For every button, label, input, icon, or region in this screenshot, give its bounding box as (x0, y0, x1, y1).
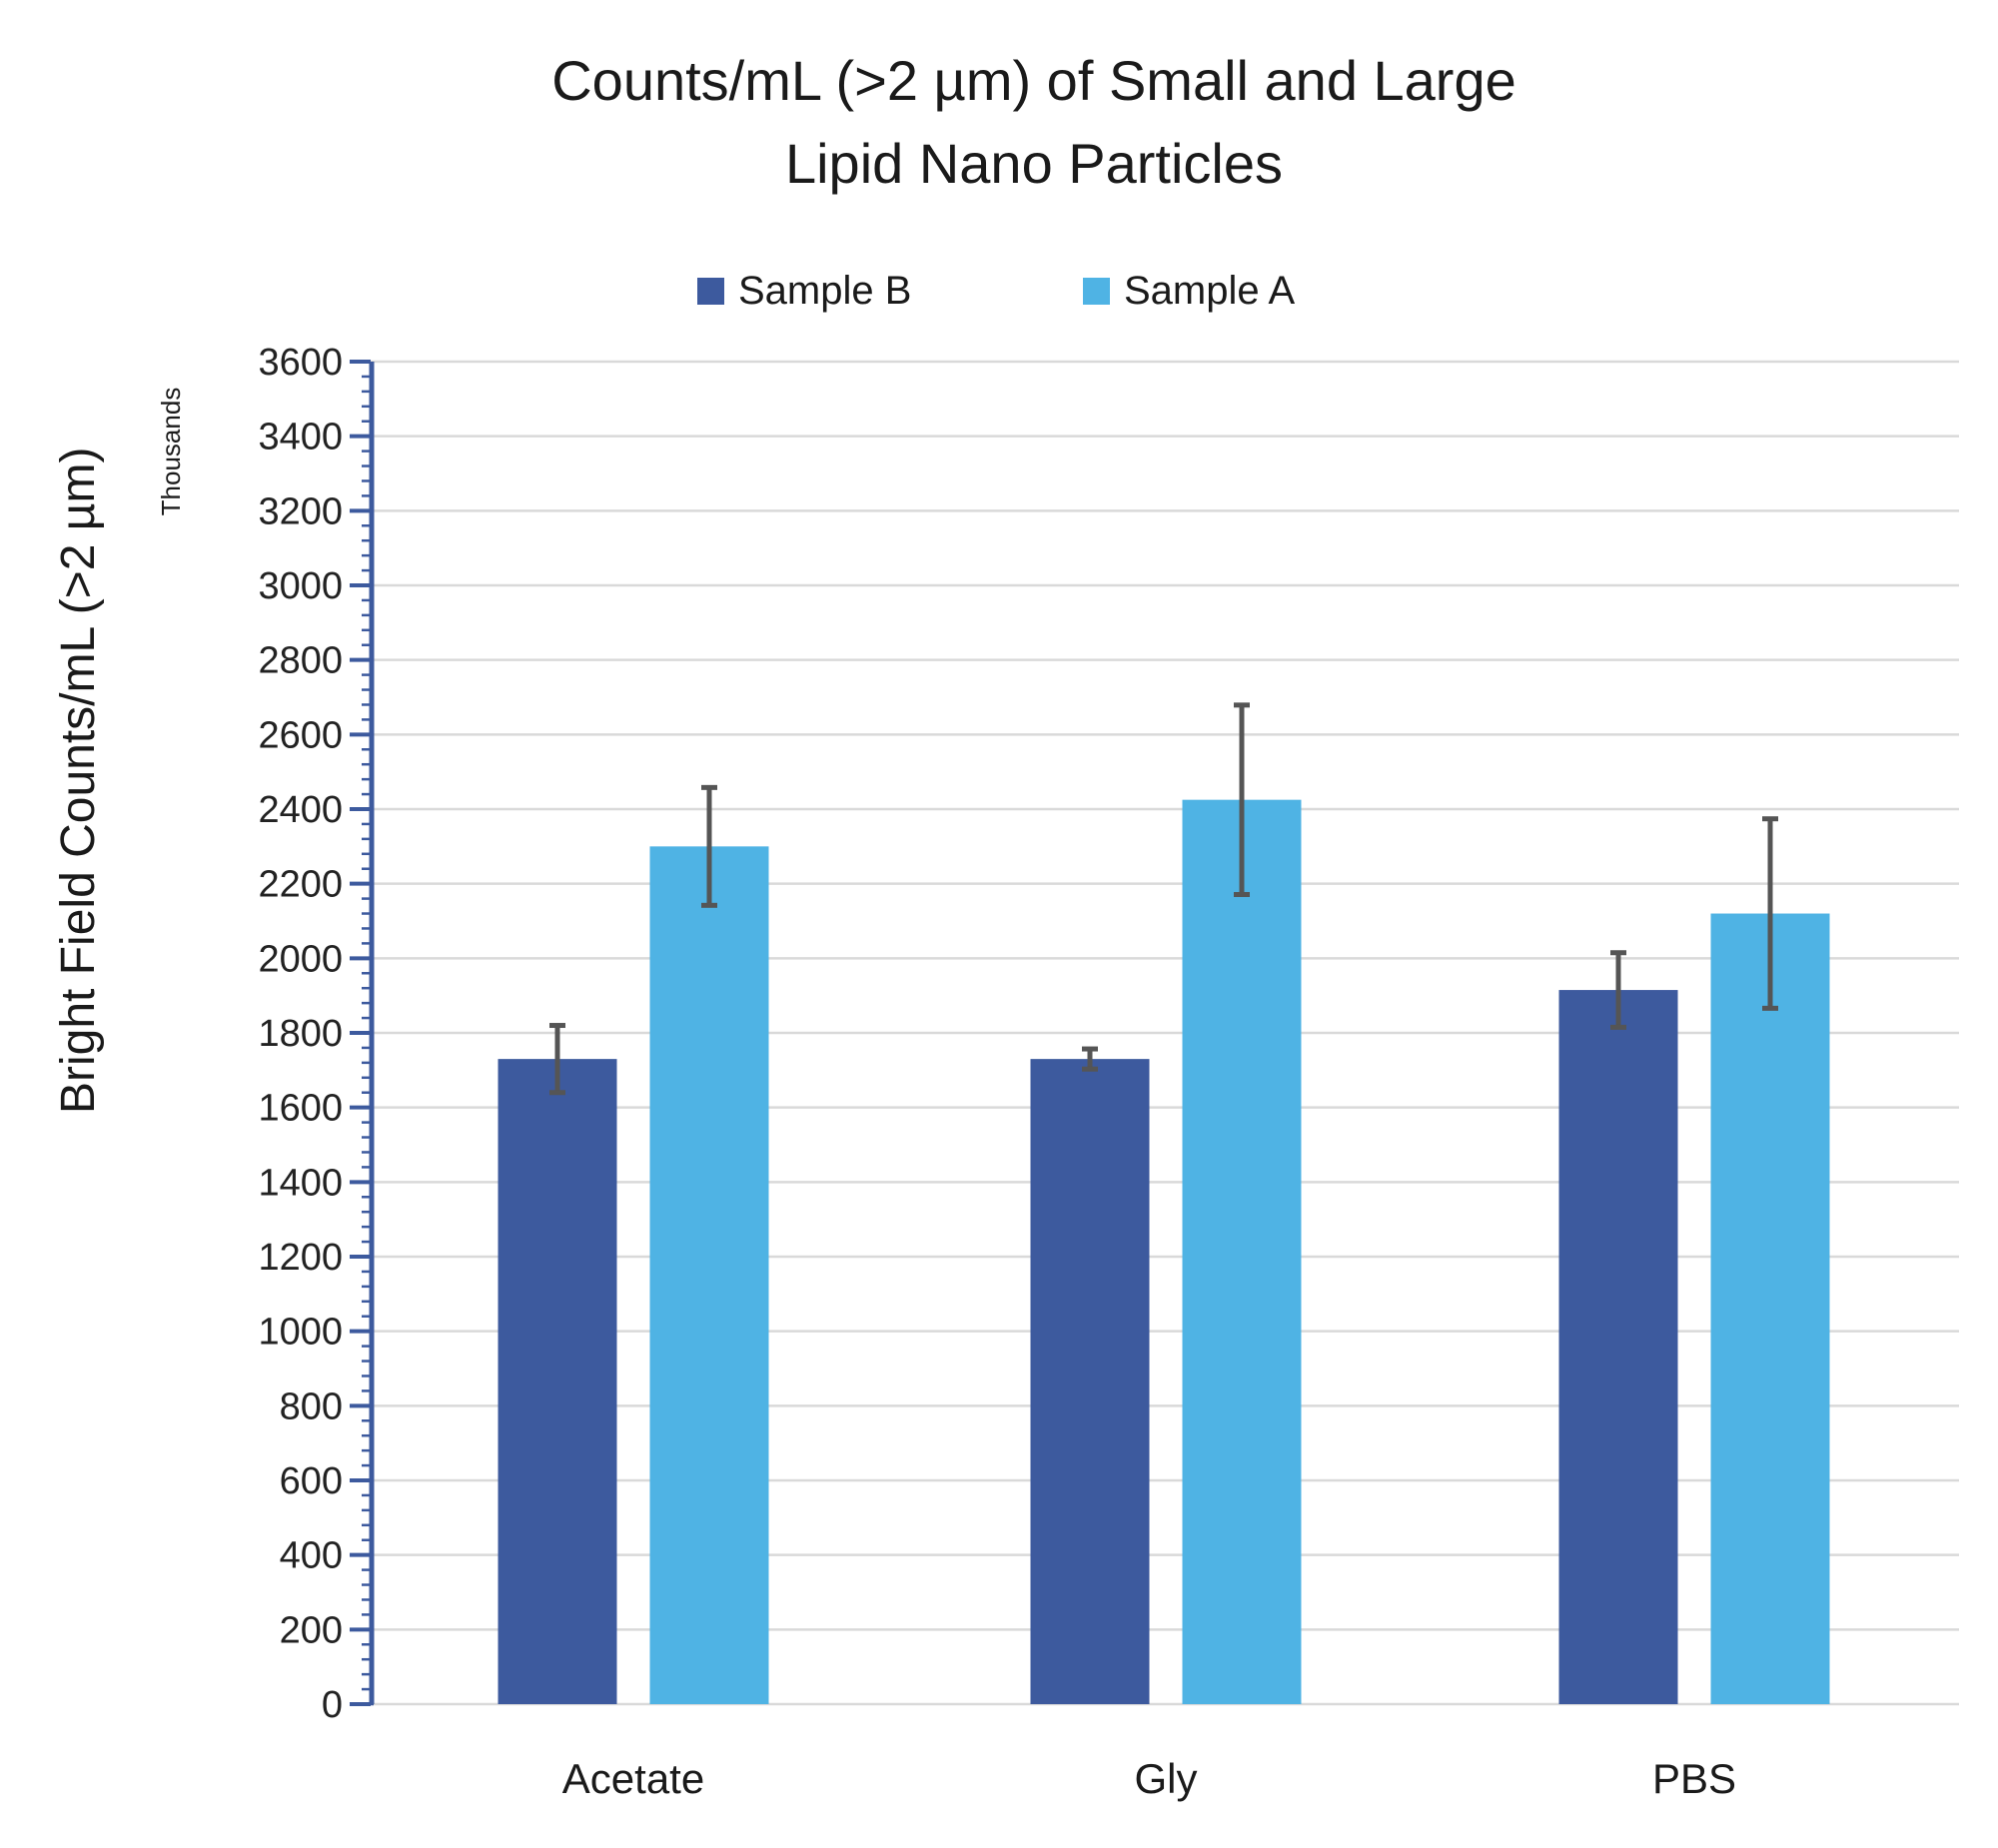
legend-label: Sample B (738, 269, 911, 313)
bar (1710, 913, 1830, 1704)
y-tick-label: 1200 (258, 1237, 343, 1279)
legend-swatch (1083, 278, 1110, 305)
x-tick-label: Gly (1135, 1755, 1198, 1802)
y-tick-label: 1400 (258, 1162, 343, 1204)
bar (1182, 799, 1302, 1704)
y-tick-label: 2200 (258, 864, 343, 906)
y-tick-label: 3200 (258, 490, 343, 532)
y-axis-label: Bright Field Counts/mL (>2 µm) (52, 448, 105, 1114)
y-tick-label: 2400 (258, 789, 343, 831)
y-tick-label: 1800 (258, 1013, 343, 1055)
y-tick-label: 800 (280, 1386, 343, 1427)
bar (498, 1059, 617, 1704)
y-tick-label: 2600 (258, 714, 343, 756)
bar (649, 846, 769, 1704)
bar (1558, 990, 1678, 1704)
y-tick-label: 0 (322, 1684, 343, 1726)
x-tick-label: PBS (1652, 1755, 1736, 1802)
legend-label: Sample A (1124, 269, 1296, 313)
y-tick-label: 1000 (258, 1312, 343, 1354)
y-tick-label: 2800 (258, 640, 343, 682)
y-tick-label: 400 (280, 1535, 343, 1577)
bar (1030, 1059, 1150, 1704)
y-axis-unit-label: Thousands (156, 388, 186, 516)
y-tick-label: 3600 (258, 342, 343, 384)
y-tick-label: 2000 (258, 938, 343, 980)
y-tick-label: 3400 (258, 417, 343, 459)
legend-swatch (697, 278, 724, 305)
y-tick-label: 3000 (258, 565, 343, 607)
chart-title-line-1: Counts/mL (>2 µm) of Small and Large (551, 49, 1516, 112)
y-tick-label: 600 (280, 1460, 343, 1502)
y-tick-label: 1600 (258, 1088, 343, 1130)
y-tick-label: 200 (280, 1609, 343, 1651)
chart-title-line-2: Lipid Nano Particles (785, 132, 1283, 195)
x-tick-label: Acetate (562, 1755, 704, 1802)
